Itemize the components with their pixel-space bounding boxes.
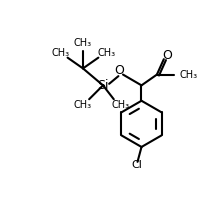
- Text: CH₃: CH₃: [74, 38, 92, 48]
- Text: Si: Si: [97, 79, 109, 92]
- Text: CH₃: CH₃: [97, 48, 115, 58]
- Text: CH₃: CH₃: [112, 100, 130, 110]
- Text: CH₃: CH₃: [52, 48, 70, 58]
- Text: CH₃: CH₃: [73, 100, 91, 110]
- Text: O: O: [114, 64, 124, 77]
- Text: CH₃: CH₃: [180, 69, 198, 80]
- Text: O: O: [163, 49, 173, 62]
- Text: Cl: Cl: [131, 160, 142, 170]
